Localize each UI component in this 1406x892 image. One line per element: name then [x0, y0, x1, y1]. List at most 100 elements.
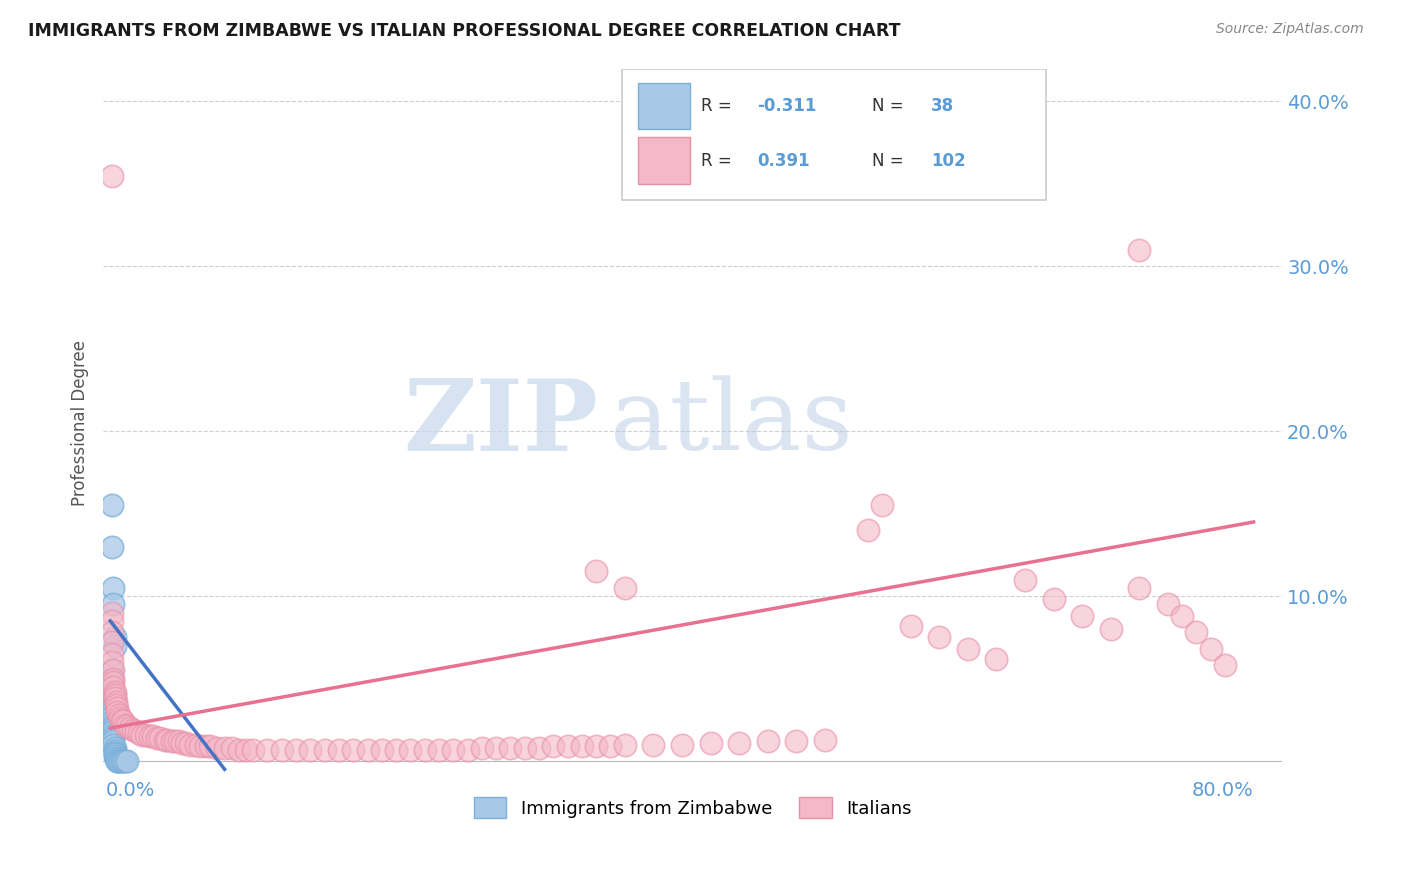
Text: atlas: atlas [610, 376, 853, 471]
Point [103, 747, 125, 762]
Point [107, 705, 129, 719]
Point [101, 674, 124, 689]
Point [107, 701, 129, 715]
Point [671, 738, 693, 752]
Point [170, 736, 193, 750]
Point [756, 734, 779, 748]
Point [207, 740, 229, 755]
Point [228, 742, 250, 756]
Point [485, 740, 508, 755]
Point [270, 742, 292, 756]
Point [120, 721, 142, 735]
Point [928, 631, 950, 645]
Text: R =: R = [702, 152, 737, 169]
Point [399, 742, 422, 756]
Point [1099, 622, 1122, 636]
Point [103, 744, 125, 758]
Point [100, 647, 122, 661]
Point [599, 739, 621, 754]
Point [986, 652, 1008, 666]
Point [128, 726, 150, 740]
Point [114, 754, 136, 768]
Point [104, 698, 127, 712]
Point [149, 731, 172, 745]
Text: 102: 102 [931, 152, 966, 169]
Point [111, 754, 134, 768]
Point [103, 746, 125, 760]
FancyBboxPatch shape [621, 69, 1046, 200]
Point [214, 740, 236, 755]
Point [643, 738, 665, 752]
Point [100, 540, 122, 554]
Point [356, 742, 378, 756]
Text: 38: 38 [931, 97, 953, 115]
Point [513, 740, 536, 755]
Point [101, 728, 124, 742]
Point [101, 713, 124, 727]
Point [107, 754, 129, 768]
Point [101, 707, 124, 722]
Point [117, 754, 139, 768]
Point [785, 734, 807, 748]
Point [100, 664, 122, 678]
Point [107, 754, 129, 768]
Point [613, 738, 636, 752]
Point [100, 169, 122, 183]
Point [814, 732, 837, 747]
Point [100, 697, 122, 711]
Point [385, 742, 408, 756]
Point [557, 739, 579, 754]
Point [174, 736, 197, 750]
Point [108, 754, 131, 768]
Point [184, 738, 207, 752]
Point [1199, 642, 1222, 657]
Legend: Immigrants from Zimbabwe, Italians: Immigrants from Zimbabwe, Italians [467, 790, 918, 825]
Point [1171, 609, 1194, 624]
Point [117, 719, 139, 733]
Point [110, 711, 132, 725]
Point [142, 729, 165, 743]
Point [101, 721, 124, 735]
Point [101, 738, 124, 752]
Point [413, 742, 436, 756]
Point [100, 701, 122, 715]
Point [1128, 581, 1150, 595]
Point [101, 664, 124, 678]
Point [156, 732, 179, 747]
Point [1014, 573, 1036, 587]
Point [1185, 625, 1208, 640]
Point [103, 685, 125, 699]
Point [342, 742, 364, 756]
Point [101, 598, 124, 612]
Point [256, 742, 278, 756]
Point [103, 639, 125, 653]
Point [103, 691, 125, 706]
Point [103, 631, 125, 645]
Point [160, 734, 183, 748]
Point [188, 739, 211, 754]
Point [1128, 243, 1150, 257]
Point [956, 642, 979, 657]
Point [200, 739, 222, 754]
Point [100, 672, 122, 686]
Text: ZIP: ZIP [404, 375, 599, 472]
Point [101, 734, 124, 748]
Point [179, 738, 201, 752]
Text: 0.0%: 0.0% [105, 780, 155, 800]
Text: N =: N = [872, 97, 908, 115]
Point [100, 614, 122, 628]
Point [153, 732, 176, 747]
Point [104, 751, 127, 765]
Text: N =: N = [872, 152, 908, 169]
FancyBboxPatch shape [638, 83, 690, 129]
Point [135, 728, 157, 742]
Y-axis label: Professional Degree: Professional Degree [72, 340, 89, 506]
Text: IMMIGRANTS FROM ZIMBABWE VS ITALIAN PROFESSIONAL DEGREE CORRELATION CHART: IMMIGRANTS FROM ZIMBABWE VS ITALIAN PROF… [28, 22, 901, 40]
Point [100, 625, 122, 640]
Point [543, 739, 565, 754]
Point [125, 724, 148, 739]
Point [139, 729, 162, 743]
Point [585, 565, 607, 579]
Point [104, 752, 127, 766]
Point [108, 707, 131, 722]
